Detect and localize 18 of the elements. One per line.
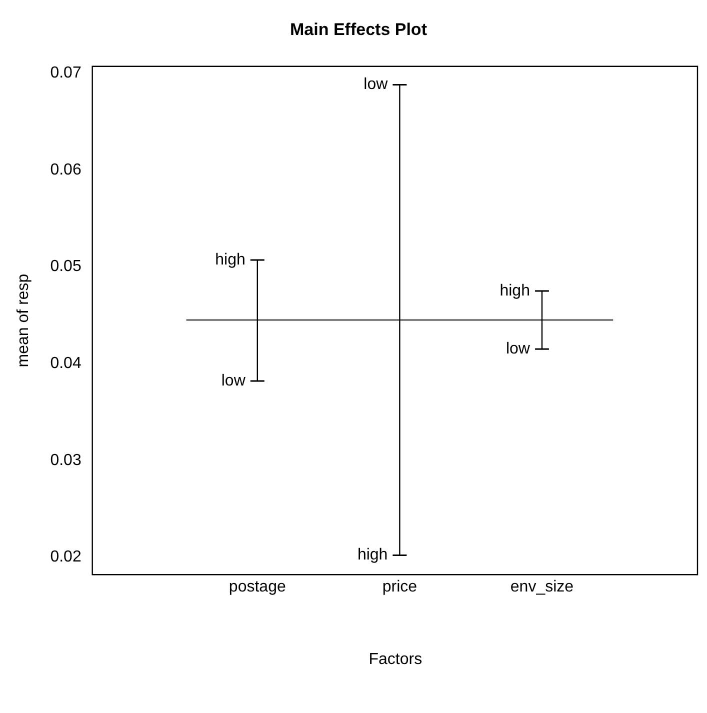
data-label: low (506, 340, 530, 358)
data-label: low (221, 372, 246, 390)
data-label: low (364, 76, 388, 94)
data-label: high (215, 251, 246, 268)
y-tick-label: 0.04 (50, 354, 82, 372)
y-tick-label: 0.06 (50, 161, 82, 178)
y-tick-label: 0.05 (50, 258, 82, 276)
y-tick-label: 0.07 (50, 64, 82, 82)
x-tick-label: env_size (510, 578, 574, 596)
chart-title: Main Effects Plot (290, 20, 428, 39)
y-tick-label: 0.02 (50, 548, 82, 566)
y-tick-label: 0.03 (50, 452, 82, 469)
x-axis-title: Factors (368, 650, 422, 668)
data-label: high (357, 546, 388, 564)
data-label: high (500, 282, 530, 300)
x-tick-label: price (382, 578, 418, 596)
y-axis-title: mean of resp (15, 274, 32, 368)
x-tick-label: postage (228, 578, 286, 596)
